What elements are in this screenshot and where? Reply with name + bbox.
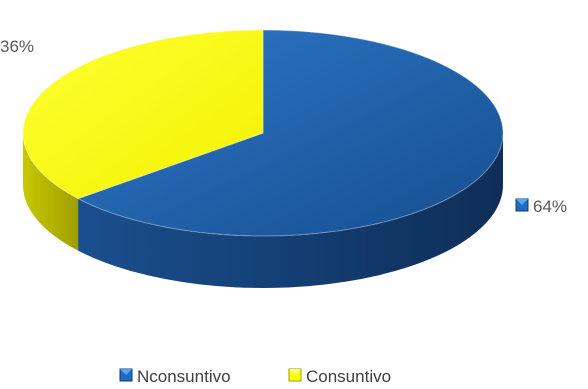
pie-tops xyxy=(22,29,504,237)
pie-side-nconsuntivo xyxy=(78,133,503,288)
pie-slice-nconsuntivo xyxy=(76,29,504,237)
pie-slice-consuntivo xyxy=(22,29,264,200)
legend: Nconsuntivo Consuntivo xyxy=(119,367,391,386)
data-label-consuntivo: 36% xyxy=(0,37,34,56)
legend-label-consuntivo: Consuntivo xyxy=(306,367,391,386)
label-0-marker xyxy=(515,198,529,212)
legend-label-nconsuntivo: Nconsuntivo xyxy=(137,367,231,386)
pie-side-consuntivo xyxy=(23,133,79,251)
pie-sides xyxy=(23,133,503,288)
legend-item-consuntivo: Consuntivo xyxy=(288,367,391,386)
data-label-nconsuntivo: 64% xyxy=(533,197,567,216)
legend-item-nconsuntivo: Nconsuntivo xyxy=(119,367,231,386)
